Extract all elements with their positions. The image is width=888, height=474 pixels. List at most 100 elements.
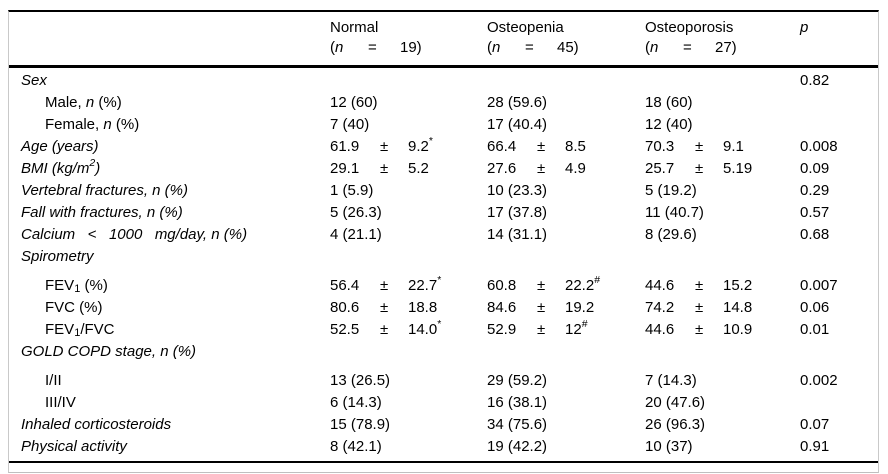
cell-normal: 4 (21.1) <box>330 226 382 243</box>
cell-osteoporosis <box>645 341 800 363</box>
cell-p-value: 0.91 <box>800 438 830 455</box>
row-label: GOLD COPD stage, n (%) <box>21 343 197 360</box>
cell-osteopenia: 19 (42.2) <box>487 438 548 455</box>
row-label: Female, n (%) <box>45 116 140 133</box>
cell-osteoporosis: 20 (47.6) <box>645 394 706 411</box>
column-title: Normal <box>330 19 379 36</box>
column-header-osteoporosis: Osteoporosis (n = 27) <box>645 18 800 58</box>
cell-p-value: 0.007 <box>800 277 838 294</box>
table-row: Calcium < 1000 mg/day, n (%) 4 (21.1) 14 (… <box>9 224 878 246</box>
table-row: FEV1 (%) 56.4 ±22.7* 60.8 ±22.2# 44.6 ±15.2 0.0… <box>9 268 878 297</box>
cell-osteoporosis: 12 (40) <box>645 116 693 133</box>
cell-normal: 8 (42.1) <box>330 438 382 455</box>
table-body: Sex 0.82 Male, n (%) 12 (60) 28 (59.6) 18 (60… <box>9 68 878 463</box>
cell-osteopenia: 34 (75.6) <box>487 416 548 433</box>
cell-osteoporosis: 11 (40.7) <box>645 204 704 221</box>
row-label: FEV1 (%) <box>45 277 108 295</box>
cell-osteopenia <box>487 246 645 268</box>
cell-osteopenia <box>487 70 645 92</box>
cell-osteopenia: 60.8 ±22.2# <box>487 274 601 294</box>
cell-p-value: 0.002 <box>800 372 838 389</box>
cell-osteopenia: 10 (23.3) <box>487 182 548 199</box>
row-label: Spirometry <box>21 248 94 265</box>
cell-p-value <box>800 341 878 363</box>
table-row: Physical activity 8 (42.1) 19 (42.2) 10 (37… <box>9 436 878 458</box>
row-label: FEV1/FVC <box>45 321 115 339</box>
table-header-row: Normal (n = 19) Osteopenia (n = 45) Osteopor… <box>9 12 878 68</box>
row-label: Male, n (%) <box>45 94 122 111</box>
table-row: III/IV 6 (14.3) 16 (38.1) 20 (47.6) <box>9 392 878 414</box>
row-label: BMI (kg/m2) <box>21 157 101 177</box>
table-row: Inhaled corticosteroids 15 (78.9) 34 (75.6… <box>9 414 878 436</box>
cell-p-value: 0.29 <box>800 182 830 199</box>
cell-normal: 7 (40) <box>330 116 370 133</box>
row-label: Physical activity <box>21 438 127 455</box>
cell-p-value <box>800 114 878 136</box>
cell-osteoporosis <box>645 246 800 268</box>
cell-p-value <box>800 392 878 414</box>
table-row: Fall with fractures, n (%) 5 (26.3) 17 (37… <box>9 202 878 224</box>
row-label: I/II <box>45 372 62 389</box>
row-label: Calcium < 1000 mg/day, n (%) <box>21 226 248 243</box>
column-n-count: (n = 45) <box>487 39 579 56</box>
cell-p-value: 0.008 <box>800 138 838 155</box>
cell-osteoporosis: 44.6 ±10.9 <box>645 321 753 338</box>
row-label: Sex <box>21 72 47 89</box>
cell-osteopenia: 17 (40.4) <box>487 116 548 133</box>
cell-osteopenia: 14 (31.1) <box>487 226 548 243</box>
cell-normal: 6 (14.3) <box>330 394 382 411</box>
cell-osteoporosis: 8 (29.6) <box>645 226 697 243</box>
cell-osteoporosis: 5 (19.2) <box>645 182 697 199</box>
cell-osteopenia: 28 (59.6) <box>487 94 548 111</box>
cell-p-value: 0.68 <box>800 226 830 243</box>
table-row: Spirometry <box>9 246 878 268</box>
cell-normal <box>330 70 487 92</box>
cell-osteoporosis <box>645 70 800 92</box>
table-row: Age (years) 61.9 ±9.2* 66.4 ±8.5 70.3 ±9.1 0.00… <box>9 136 878 158</box>
cell-osteopenia <box>487 341 645 363</box>
cell-normal: 13 (26.5) <box>330 372 391 389</box>
cell-normal: 56.4 ±22.7* <box>330 274 442 294</box>
cell-osteopenia: 66.4 ±8.5 <box>487 138 586 155</box>
column-n-count: (n = 19) <box>330 39 422 56</box>
cell-normal: 29.1 ±5.2 <box>330 160 429 177</box>
cell-normal: 80.6 ±18.8 <box>330 299 438 316</box>
row-label: Age (years) <box>21 138 99 155</box>
cell-osteopenia: 29 (59.2) <box>487 372 548 389</box>
column-header-parameters <box>9 18 330 58</box>
row-label: Fall with fractures, n (%) <box>21 204 183 221</box>
cell-p-value <box>800 92 878 114</box>
row-label: III/IV <box>45 394 76 411</box>
cell-p-value: 0.07 <box>800 416 830 433</box>
cell-normal <box>330 246 487 268</box>
cell-p-value <box>800 246 878 268</box>
cell-p-value: 0.09 <box>800 160 830 177</box>
table-row: FVC (%) 80.6 ±18.8 84.6 ±19.2 74.2 ±14.8 0.06 <box>9 297 878 319</box>
table-row: Female, n (%) 7 (40) 17 (40.4) 12 (40) <box>9 114 878 136</box>
table-row: Sex 0.82 <box>9 70 878 92</box>
patient-characteristics-table: Normal (n = 19) Osteopenia (n = 45) Osteopor… <box>8 10 879 473</box>
row-label: Inhaled corticosteroids <box>21 416 172 433</box>
cell-normal: 12 (60) <box>330 94 378 111</box>
cell-normal: 15 (78.9) <box>330 416 391 433</box>
cell-osteoporosis: 25.7 ±5.19 <box>645 160 753 177</box>
cell-osteopenia: 16 (38.1) <box>487 394 548 411</box>
cell-osteopenia: 27.6 ±4.9 <box>487 160 586 177</box>
column-n-count: (n = 27) <box>645 39 737 56</box>
cell-osteoporosis: 10 (37) <box>645 438 693 455</box>
cell-normal <box>330 341 487 363</box>
column-title: Osteoporosis <box>645 19 734 36</box>
table-bottom-rule <box>9 463 878 472</box>
cell-osteoporosis: 7 (14.3) <box>645 372 697 389</box>
cell-osteoporosis: 18 (60) <box>645 94 693 111</box>
table-row: Vertebral fractures, n (%) 1 (5.9) 10 (23.… <box>9 180 878 202</box>
row-label: FVC (%) <box>45 299 103 316</box>
cell-normal: 52.5 ±14.0* <box>330 318 442 338</box>
cell-p-value: 0.06 <box>800 299 830 316</box>
row-label: Vertebral fractures, n (%) <box>21 182 188 199</box>
column-header-osteopenia: Osteopenia (n = 45) <box>487 18 645 58</box>
cell-normal: 5 (26.3) <box>330 204 382 221</box>
column-header-normal: Normal (n = 19) <box>330 18 487 58</box>
cell-osteoporosis: 70.3 ±9.1 <box>645 138 744 155</box>
